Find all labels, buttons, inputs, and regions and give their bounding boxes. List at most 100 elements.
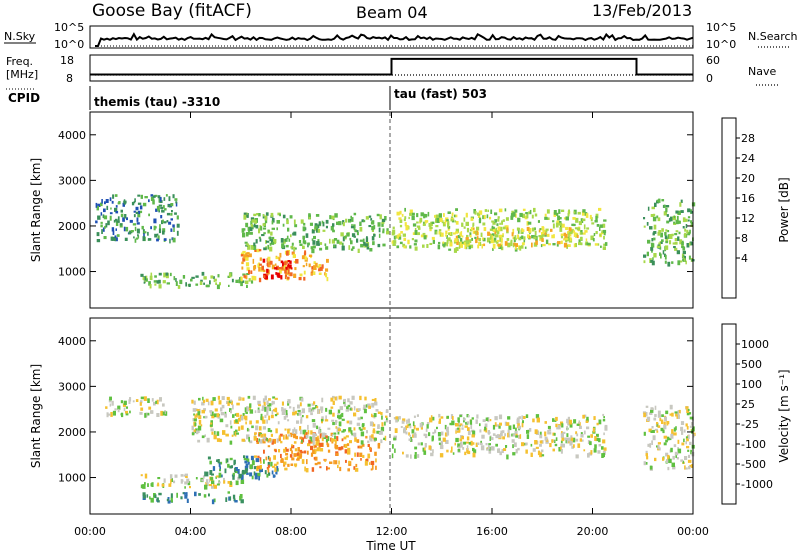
heatmap-cell (420, 234, 425, 238)
heatmap-cell (373, 439, 376, 442)
heatmap-cell (156, 497, 159, 502)
heatmap-cell (199, 281, 203, 285)
heatmap-cell (235, 480, 239, 486)
heatmap-cell (251, 425, 254, 429)
heatmap-cell (586, 242, 590, 246)
heatmap-cell (332, 229, 335, 233)
heatmap-cell (557, 241, 561, 245)
heatmap-cell (214, 430, 216, 435)
heatmap-cell (587, 453, 590, 458)
heatmap-cell (405, 454, 409, 458)
heatmap-cell (426, 424, 429, 429)
heatmap-cell (603, 416, 605, 419)
heatmap-cell (361, 219, 364, 223)
heatmap-cell (413, 243, 417, 246)
heatmap-cell (208, 493, 210, 497)
heatmap-cell (474, 236, 477, 239)
heatmap-cell (153, 401, 156, 406)
heatmap-cell (579, 232, 582, 235)
heatmap-cell (148, 281, 151, 286)
heatmap-cell (149, 284, 152, 289)
heatmap-cell (297, 404, 300, 409)
heatmap-cell (254, 249, 259, 252)
heatmap-cell (365, 435, 368, 439)
heatmap-cell (257, 465, 261, 470)
heatmap-cell (656, 245, 661, 248)
heatmap-cell (490, 437, 494, 441)
heatmap-cell (114, 207, 118, 212)
heatmap-cell (598, 207, 602, 211)
heatmap-cell (447, 221, 450, 226)
x-tick-label: 20:00 (577, 525, 609, 538)
heatmap-cell (112, 194, 115, 199)
heatmap-cell (643, 225, 646, 228)
heatmap-cell (95, 220, 98, 224)
heatmap-cell (501, 235, 504, 238)
heatmap-cell (533, 227, 536, 231)
heatmap-cell (242, 397, 245, 401)
heatmap-cell (356, 232, 359, 236)
heatmap-cell (205, 284, 209, 288)
heatmap-cell (305, 262, 308, 267)
heatmap-cell (268, 457, 271, 462)
heatmap-cell (101, 229, 103, 234)
heatmap-cell (362, 238, 365, 243)
heatmap-cell (429, 226, 433, 230)
heatmap-cell (252, 395, 256, 400)
heatmap-cell (296, 420, 300, 424)
heatmap-cell (302, 415, 304, 418)
heatmap-cell (273, 409, 276, 412)
heatmap-cell (266, 268, 269, 273)
heatmap-cell (262, 227, 267, 230)
heatmap-cell (687, 449, 690, 452)
heatmap-cell (386, 228, 389, 233)
heatmap-cell (198, 397, 201, 401)
heatmap-cell (586, 227, 590, 230)
heatmap-cell (267, 462, 270, 467)
heatmap-cell (365, 404, 369, 408)
heatmap-cell (286, 219, 289, 225)
heatmap-cell (416, 414, 419, 417)
heatmap-cell (515, 435, 518, 438)
heatmap-cell (272, 438, 276, 444)
heatmap-cell (118, 201, 121, 205)
heatmap-cell (292, 429, 295, 434)
heatmap-cell (350, 240, 353, 245)
heatmap-cell (254, 475, 258, 480)
heatmap-cell (256, 213, 259, 216)
heatmap-cell (243, 254, 247, 259)
heatmap-cell (674, 411, 678, 414)
heatmap-cell (489, 436, 491, 441)
heatmap-cell (141, 225, 144, 230)
heatmap-cell (498, 435, 501, 439)
heatmap-cell (678, 409, 681, 414)
heatmap-cell (230, 410, 232, 414)
heatmap-cell (545, 440, 549, 444)
heatmap-cell (372, 423, 376, 427)
heatmap-cell (411, 238, 414, 241)
heatmap-cell (664, 260, 667, 264)
heatmap-cell (408, 423, 411, 427)
heatmap-cell (552, 243, 556, 246)
heatmap-cell (309, 436, 311, 440)
heatmap-cell (446, 239, 449, 244)
heatmap-cell (255, 458, 260, 463)
heatmap-cell (459, 414, 462, 418)
heatmap-cell (138, 210, 140, 215)
heatmap-cell (129, 230, 133, 234)
heatmap-cell (194, 414, 196, 419)
heatmap-cell (154, 283, 157, 286)
heatmap-cell (420, 212, 424, 217)
heatmap-cell (280, 238, 284, 243)
heatmap-cell (657, 425, 661, 428)
heatmap-cell (598, 444, 602, 447)
heatmap-cell (665, 229, 668, 232)
heatmap-cell (273, 463, 278, 467)
heatmap-cell (252, 245, 257, 250)
heatmap-cell (276, 461, 279, 465)
heatmap-cell (245, 463, 249, 468)
heatmap-cell (321, 416, 324, 421)
heatmap-cell (595, 215, 598, 221)
heatmap-cell (689, 241, 693, 246)
heatmap-cell (360, 243, 364, 248)
